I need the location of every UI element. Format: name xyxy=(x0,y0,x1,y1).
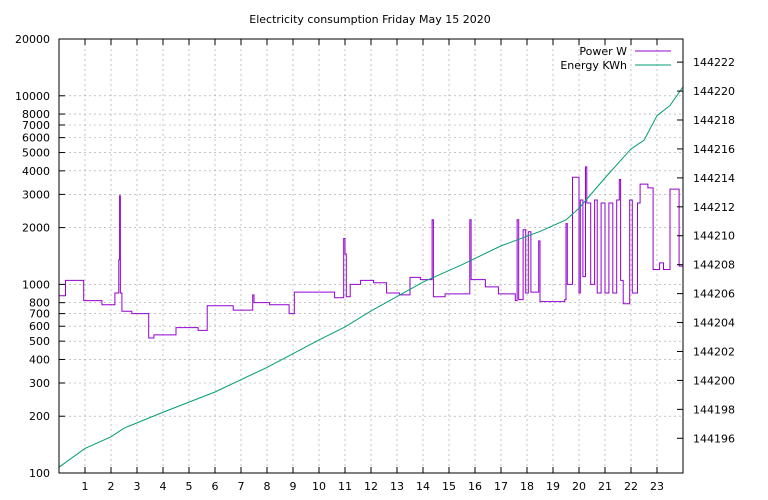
x-tick-label: 21 xyxy=(598,480,612,493)
x-tick-label: 14 xyxy=(416,480,430,493)
y2-tick-label: 144200 xyxy=(693,374,735,387)
x-tick-label: 8 xyxy=(264,480,271,493)
x-tick-label: 12 xyxy=(364,480,378,493)
x-tick-label: 10 xyxy=(312,480,326,493)
x-tick-label: 6 xyxy=(212,480,219,493)
legend-power-label: Power W xyxy=(579,45,627,58)
legend-energy-label: Energy KWh xyxy=(560,59,627,72)
y2-tick-label: 144198 xyxy=(693,403,735,416)
y-tick-label: 2000 xyxy=(22,222,50,235)
axis-ticks: 1 2 3 4 5 6 7 8 9 10 11 12 13 14 15 16 17 18 19 20 21 22 23100… xyxy=(15,33,735,493)
x-tick-label: 22 xyxy=(624,480,638,493)
y2-tick-label: 144204 xyxy=(693,317,735,330)
y-tick-label: 5000 xyxy=(22,147,50,160)
x-tick-label: 1 xyxy=(82,480,89,493)
x-tick-label: 2 xyxy=(108,480,115,493)
y2-tick-label: 144212 xyxy=(693,201,735,214)
x-tick-label: 23 xyxy=(650,480,664,493)
y-tick-label: 200 xyxy=(29,410,50,423)
plot-series xyxy=(58,86,684,468)
x-tick-label: 20 xyxy=(572,480,586,493)
x-tick-label: 18 xyxy=(520,480,534,493)
chart-title: Electricity consumption Friday May 15 20… xyxy=(249,13,490,26)
x-tick-label: 13 xyxy=(390,480,404,493)
x-tick-label: 11 xyxy=(338,480,352,493)
y-tick-label: 100 xyxy=(29,467,50,480)
y2-tick-label: 144206 xyxy=(693,288,735,301)
x-tick-label: 9 xyxy=(290,480,297,493)
y2-tick-label: 144210 xyxy=(693,230,735,243)
y-tick-label: 300 xyxy=(29,377,50,390)
power-series-line xyxy=(59,166,684,339)
y2-tick-label: 144214 xyxy=(693,172,735,185)
y-tick-label: 1000 xyxy=(22,278,50,291)
x-tick-label: 7 xyxy=(238,480,245,493)
y2-tick-label: 144218 xyxy=(693,114,735,127)
x-tick-label: 5 xyxy=(186,480,193,493)
y-tick-label: 400 xyxy=(29,353,50,366)
y-tick-label: 4000 xyxy=(22,165,50,178)
energy-series-line xyxy=(58,86,684,468)
y-tick-label: 600 xyxy=(29,320,50,333)
y-tick-label: 700 xyxy=(29,308,50,321)
x-tick-label: 15 xyxy=(442,480,456,493)
x-tick-label: 16 xyxy=(468,480,482,493)
x-tick-label: 19 xyxy=(546,480,560,493)
y2-tick-label: 144202 xyxy=(693,345,735,358)
y-tick-label: 8000 xyxy=(22,108,50,121)
y-tick-label: 500 xyxy=(29,335,50,348)
legend: Power W Energy KWh xyxy=(560,45,671,72)
x-tick-label: 17 xyxy=(494,480,508,493)
y-tick-label: 3000 xyxy=(22,188,50,201)
y2-tick-label: 144196 xyxy=(693,432,735,445)
y-tick-label: 6000 xyxy=(22,132,50,145)
x-tick-label: 4 xyxy=(160,480,167,493)
y2-tick-label: 144220 xyxy=(693,85,735,98)
y2-tick-label: 144216 xyxy=(693,143,735,156)
y-tick-label: 10000 xyxy=(15,90,50,103)
x-tick-label: 3 xyxy=(134,480,141,493)
y2-tick-label: 144208 xyxy=(693,259,735,272)
y-tick-label: 7000 xyxy=(22,119,50,132)
y-tick-label: 800 xyxy=(29,297,50,310)
y2-tick-label: 144222 xyxy=(693,56,735,69)
y-tick-label: 20000 xyxy=(15,33,50,46)
grid xyxy=(59,39,683,473)
